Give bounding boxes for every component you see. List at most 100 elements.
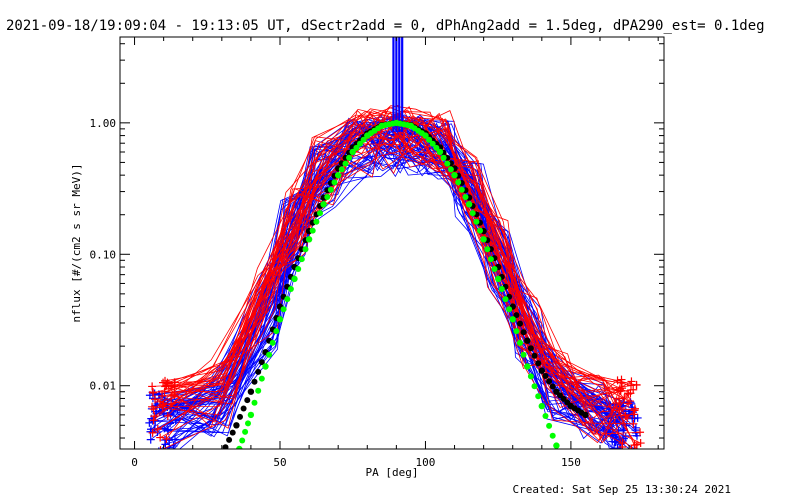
- green-fit-point: [320, 201, 327, 208]
- green-fit-dot: [502, 296, 509, 303]
- green-fit-point: [349, 148, 356, 156]
- green-fit-point: [538, 402, 545, 410]
- green-fit-dot: [527, 373, 534, 380]
- green-fit-dot: [531, 383, 538, 390]
- green-fit-dot: [546, 422, 553, 429]
- plus-marker: [607, 451, 615, 459]
- green-fit-dot: [269, 339, 276, 346]
- black-fit-dot: [542, 373, 549, 379]
- black-fit-dot: [258, 359, 265, 366]
- green-fit-point: [247, 411, 255, 419]
- black-fit-series: [222, 119, 589, 449]
- green-fit-point: [524, 363, 531, 370]
- black-fit-dot: [527, 345, 534, 352]
- green-fit-dot: [458, 186, 465, 193]
- green-fit-dot: [477, 227, 483, 234]
- red-series-line: [170, 106, 639, 444]
- green-fit-dot: [242, 428, 249, 435]
- series-path: [170, 118, 641, 444]
- black-fit-dot: [564, 399, 571, 406]
- x-tick-label: 0: [131, 456, 138, 469]
- data-layer: [145, 37, 645, 467]
- green-fit-dot: [302, 246, 309, 253]
- black-fit-point: [247, 388, 255, 395]
- red-series-line: [167, 115, 633, 444]
- series-path: [171, 115, 629, 444]
- plus-marker: [167, 400, 176, 409]
- x-axis-label: PA [deg]: [366, 466, 419, 479]
- green-fit-dot: [487, 256, 494, 263]
- plus-marker: [636, 428, 645, 437]
- red-series-line: [148, 115, 627, 449]
- green-fit-point: [465, 201, 473, 208]
- green-fit-dot: [375, 125, 382, 132]
- plus-marker: [148, 416, 157, 425]
- series-path: [152, 110, 631, 402]
- green-fit-dot: [245, 420, 251, 427]
- green-fit-dot: [535, 393, 542, 400]
- green-fit-dot: [284, 296, 291, 303]
- red-series-line: [156, 110, 624, 442]
- green-fit-dot: [313, 218, 320, 225]
- green-fit-dot: [266, 351, 273, 358]
- green-fit-dot: [447, 166, 454, 173]
- green-fit-point: [451, 172, 458, 179]
- plot-frame: [119, 36, 665, 450]
- green-fit-dot: [273, 328, 280, 335]
- y-tick-label: 0.10: [90, 248, 117, 261]
- green-fit-dot: [239, 437, 246, 444]
- plus-marker: [145, 418, 154, 427]
- red-series-line: [167, 118, 645, 448]
- series-path: [167, 134, 629, 434]
- green-fit-dot: [444, 160, 451, 167]
- plus-marker: [633, 459, 641, 467]
- green-fit-dot: [404, 122, 411, 128]
- green-fit-dot: [280, 306, 287, 313]
- black-fit-dot: [226, 436, 233, 443]
- green-fit-dot: [440, 154, 447, 161]
- plus-marker: [170, 378, 179, 387]
- green-fit-dot: [513, 328, 520, 335]
- plus-marker: [148, 402, 157, 411]
- x-tick-label: 50: [273, 456, 286, 469]
- series-path: [174, 110, 618, 405]
- green-fit-point: [436, 148, 444, 156]
- plus-marker: [170, 435, 179, 444]
- plus-marker: [147, 425, 156, 434]
- green-fit-dot: [542, 413, 549, 419]
- green-fit-point: [291, 275, 298, 283]
- green-fit-dot: [433, 144, 440, 151]
- black-fit-dot: [240, 405, 247, 412]
- plus-marker: [636, 439, 645, 448]
- plus-marker: [158, 392, 167, 401]
- green-fit-point: [495, 275, 502, 283]
- green-fit-dot: [498, 286, 505, 292]
- black-fit-dot: [513, 312, 520, 319]
- series-path: [152, 115, 623, 448]
- black-fit-point: [233, 422, 240, 429]
- black-fit-dot: [244, 397, 251, 404]
- green-fit-dot: [258, 375, 265, 382]
- plus-marker: [615, 403, 624, 412]
- black-fit-dot: [255, 368, 262, 375]
- plus-marker: [153, 425, 162, 434]
- black-fit-point: [524, 337, 531, 344]
- green-fit-dot: [324, 194, 331, 200]
- series-path: [152, 119, 622, 402]
- plus-marker: [149, 416, 158, 425]
- green-fit-dot: [455, 179, 462, 186]
- black-fit-dot: [237, 413, 243, 420]
- plus-marker: [627, 377, 636, 386]
- plus-marker: [159, 446, 162, 449]
- green-fit-dot: [309, 227, 316, 234]
- red-series-line: [149, 110, 634, 406]
- green-fit-dot: [520, 351, 527, 358]
- green-fit-dot: [298, 256, 305, 263]
- green-fit-dot: [426, 136, 433, 143]
- plus-marker: [613, 376, 622, 385]
- green-fit-series: [236, 119, 560, 449]
- black-fit-dot: [549, 383, 556, 390]
- green-fit-dot: [360, 136, 367, 143]
- plus-marker: [162, 435, 171, 444]
- green-fit-point: [236, 445, 243, 449]
